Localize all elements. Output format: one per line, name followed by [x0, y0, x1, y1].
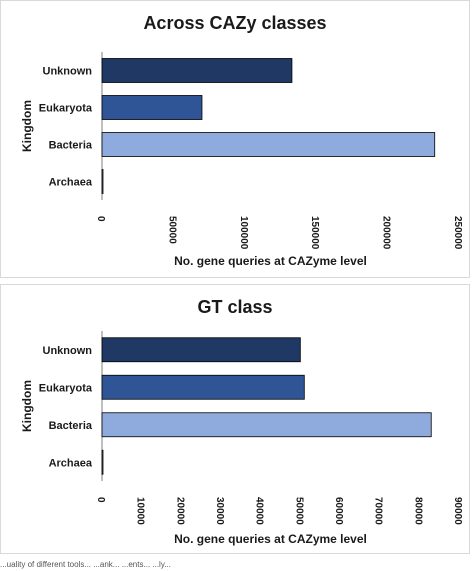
category-label: Eukaryota [39, 382, 93, 394]
x-tick-label: 250000 [452, 216, 463, 250]
category-label: Archaea [49, 177, 93, 189]
x-tick-label: 60000 [333, 497, 344, 525]
category-label: Bacteria [49, 420, 93, 432]
x-tick-label: 50000 [293, 497, 304, 525]
category-label: Bacteria [49, 140, 93, 152]
bar-eukaryota [101, 374, 305, 400]
x-tick-label: 90000 [452, 497, 463, 525]
figure-caption: ...uality of different tools... ...ank..… [0, 560, 171, 569]
bar-unknown [101, 337, 301, 363]
bar-archaea [101, 169, 104, 194]
x-tick-label: 20000 [174, 497, 185, 525]
category-label: Eukaryota [39, 103, 93, 115]
x-tick-label: 0 [95, 216, 106, 222]
bar-bacteria [101, 412, 432, 438]
x-tick-label: 40000 [254, 497, 265, 525]
y-axis-title: Kingdom [20, 380, 34, 432]
x-tick-label: 80000 [412, 497, 423, 525]
x-axis-title: No. gene queries at CAZyme level [174, 254, 367, 268]
bar-chart-gt: Unknown Eukaryota Bacteria Archaea 0 10000 200… [20, 331, 463, 546]
chart-title: Across CAZy classes [143, 13, 327, 33]
bar-chart-cazy: Unknown Eukaryota Bacteria Archaea 0 50000 100… [20, 52, 463, 268]
x-tick-label: 10000 [135, 497, 146, 525]
x-axis-title: No. gene queries at CAZyme level [174, 532, 367, 546]
x-tick-label: 30000 [214, 497, 225, 525]
bar-archaea [101, 449, 104, 475]
category-label: Unknown [43, 345, 93, 357]
bar-eukaryota [101, 95, 203, 120]
chart-panel-gt: GT class Unknown Eukaryota Bacteria Archaea… [0, 284, 470, 554]
chart-panel-cazy: Across CAZy classes Unknown Eukaryota Bact… [0, 0, 470, 278]
category-label: Unknown [43, 66, 93, 78]
x-tick-label: 0 [95, 497, 106, 503]
x-tick-label: 200000 [381, 216, 392, 250]
bar-unknown [101, 58, 293, 83]
x-tick-label: 150000 [309, 216, 320, 250]
x-tick-label: 50000 [166, 216, 177, 244]
y-axis-title: Kingdom [20, 100, 34, 152]
category-label: Archaea [49, 457, 93, 469]
bar-bacteria [101, 132, 436, 157]
x-tick-label: 70000 [373, 497, 384, 525]
chart-title: GT class [197, 297, 273, 317]
x-tick-label: 100000 [238, 216, 249, 250]
